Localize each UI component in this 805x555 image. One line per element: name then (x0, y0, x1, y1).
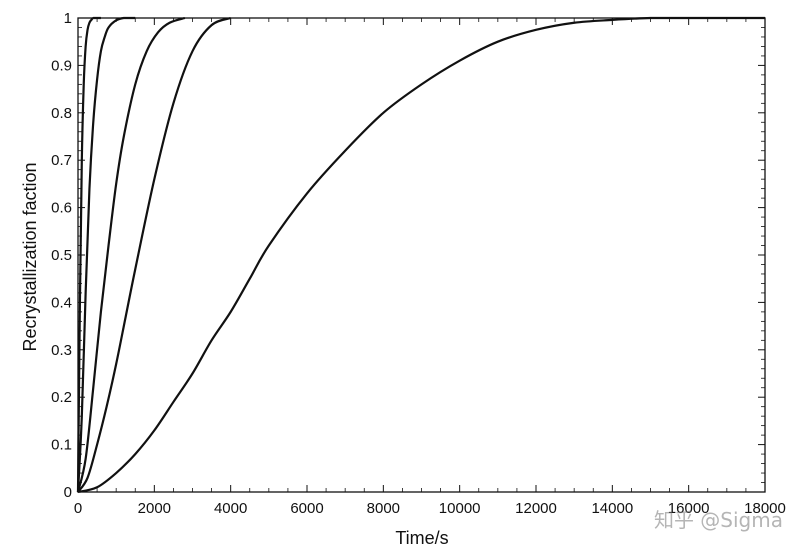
x-tick-label: 4000 (214, 500, 247, 517)
y-tick-label: 0.9 (51, 57, 72, 74)
series-line-5 (77, 16, 765, 494)
series-line-2 (76, 16, 136, 493)
y-tick-label: 0.1 (51, 437, 72, 454)
x-tick-label: 12000 (515, 500, 557, 517)
plot-area: 0 2000 4000 6000 8000 10000 12000 14000 16000 180… (51, 10, 786, 517)
x-tick-label: 16000 (668, 500, 710, 517)
plot-frame (77, 17, 766, 493)
y-tick-label: 0.8 (51, 105, 72, 122)
y-tick-label: 0.4 (51, 294, 72, 311)
x-tick-label: 8000 (367, 500, 400, 517)
watermark-text: 知乎 @Sigma (653, 508, 783, 532)
x-tick-label: 0 (74, 500, 82, 517)
x-tick-label: 2000 (138, 500, 171, 517)
y-tick-label: 0.6 (51, 200, 72, 217)
x-axis-title: Time/s (395, 528, 448, 548)
y-tick-label: 0 (64, 484, 72, 501)
y-tick-label: 0.7 (51, 152, 72, 169)
y-axis-title: Recrystallization faction (20, 162, 40, 351)
series-line-3 (76, 16, 186, 493)
y-tick-label: 0.2 (51, 389, 72, 406)
x-tick-label: 10000 (439, 500, 481, 517)
y-tick-label: 0.5 (51, 247, 72, 264)
series-line-4 (77, 16, 232, 493)
y-tick-label: 0.3 (51, 342, 72, 359)
series-line-1 (76, 16, 101, 493)
x-tick-label: 6000 (290, 500, 323, 517)
x-tick-label: 14000 (591, 500, 633, 517)
y-tick-label: 1 (64, 10, 72, 27)
x-tick-label: 18000 (744, 500, 786, 517)
